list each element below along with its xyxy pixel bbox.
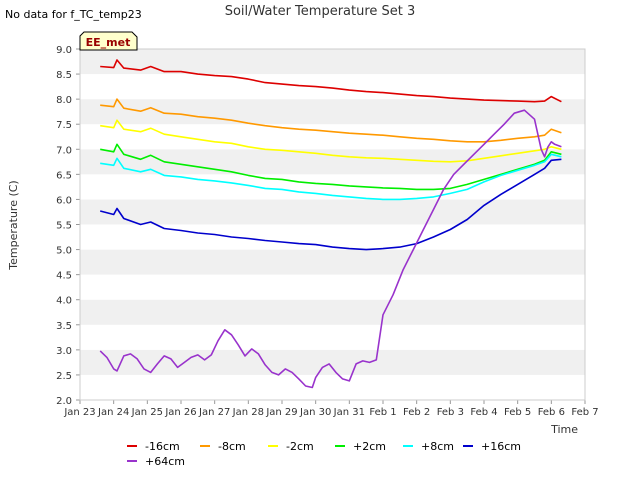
legend-label: +16cm [481,440,521,453]
grid-band [80,274,585,300]
x-tick-label: Jan 25 [131,407,163,418]
legend-label: +64cm [145,455,185,468]
x-tick-label: Jan 27 [198,407,230,418]
x-tick-label: Jan 26 [164,407,196,418]
y-tick-label: 3.5 [56,321,72,332]
y-tick-label: 4.0 [56,296,72,307]
x-tick-label: Feb 7 [571,407,598,418]
y-tick-label: 6.0 [56,195,72,206]
x-tick-label: Feb 5 [504,407,531,418]
y-axis-label: Temperature (C) [7,180,20,270]
legend-label: -2cm [286,440,314,453]
series-line-16cm [100,59,562,103]
ee-met-badge: EE_met [79,31,138,51]
badge-label: EE_met [86,36,131,49]
legend-label: +8cm [421,440,454,453]
grid-band [80,224,585,250]
y-tick-label: 5.0 [56,246,72,257]
grid-band [80,199,585,225]
x-tick-label: Feb 3 [437,407,464,418]
y-tick-label: 3.0 [56,346,72,357]
x-tick-label: Feb 4 [470,407,497,418]
x-axis-label: Time [550,423,578,436]
x-tick-label: Jan 30 [299,407,331,418]
series-line-8cm [100,153,562,201]
x-tick-label: Jan 28 [232,407,264,418]
y-tick-label: 2.0 [56,396,72,407]
y-tick-label: 7.0 [56,145,72,156]
series-line-2cm [100,119,562,163]
legend-label: -8cm [218,440,246,453]
x-tick-label: Jan 29 [265,407,297,418]
grid-band [80,124,585,150]
legend-label: -16cm [145,440,180,453]
chart-bands [80,49,585,400]
chart-series [99,59,562,389]
grid-band [80,349,585,375]
y-tick-label: 5.5 [56,221,72,232]
x-tick-label: Feb 2 [403,407,430,418]
grid-band [80,99,585,125]
grid-band [80,374,585,400]
grid-band [80,149,585,175]
series-line-16cm [99,158,562,251]
grid-band [80,74,585,100]
chart-title: Soil/Water Temperature Set 3 [225,4,416,19]
plot-frame [79,48,586,401]
x-tick-label: Feb 6 [538,407,565,418]
x-tick-label: Jan 31 [333,407,365,418]
legend-label: +2cm [353,440,386,453]
y-tick-label: 6.5 [56,170,72,181]
grid-band [80,324,585,350]
y-axis: 2.0 2.5 3.0 3.5 4.0 4.5 5.0 5.5 6.0 6.5 7.0 7.5 8.0 8… [56,45,80,407]
y-tick-label: 9.0 [56,45,72,56]
x-axis: Jan 23 Jan 24 Jan 25 Jan 26 Jan 27 Jan 28 Jan … [63,400,599,418]
grid-band [80,49,585,75]
grid-band [80,249,585,275]
y-tick-label: 2.5 [56,371,72,382]
y-tick-label: 8.0 [56,95,72,106]
y-tick-label: 7.5 [56,120,72,131]
no-data-note: No data for f_TC_temp23 [5,8,142,21]
series-line-8cm [100,98,562,143]
x-tick-label: Jan 24 [97,407,129,418]
x-tick-label: Feb 1 [369,407,396,418]
grid-band [80,299,585,325]
y-tick-label: 8.5 [56,70,72,81]
series-line-2cm [100,143,562,191]
x-tick-label: Jan 23 [63,407,95,418]
series-line-64cm [99,109,562,389]
y-tick-label: 4.5 [56,271,72,282]
legend: -16cm -8cm -2cm +2cm +8cm +16cm +64cm [127,440,521,468]
